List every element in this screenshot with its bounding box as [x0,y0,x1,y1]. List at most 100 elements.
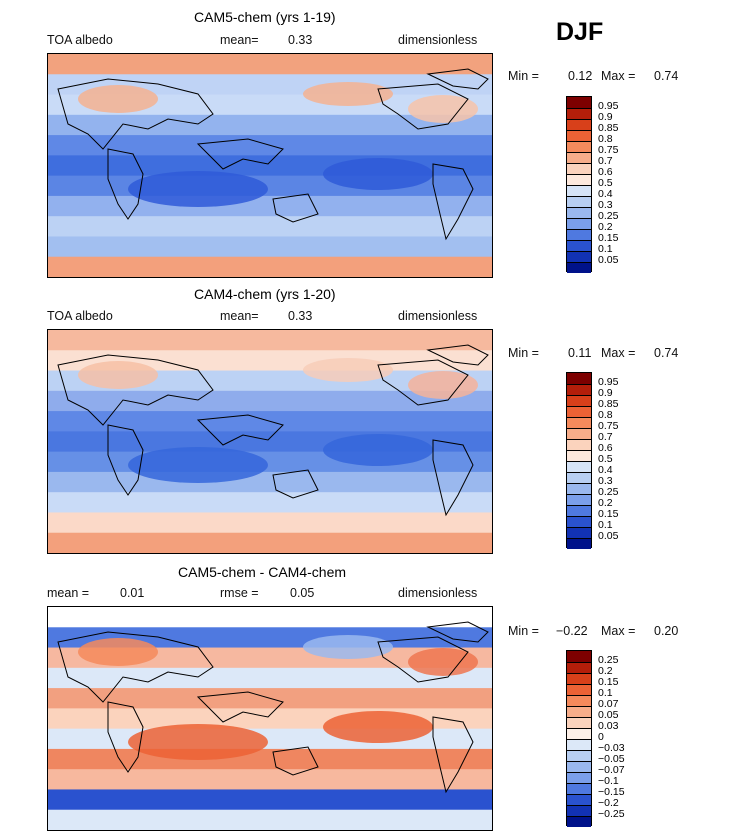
field-band [48,492,492,514]
panel-1-field [48,54,492,277]
field-band [48,607,492,629]
colorbar-swatch [567,483,591,494]
field-feature [408,95,478,123]
colorbar-swatch [567,141,591,152]
coastline [432,163,474,241]
panel-2-title: CAM4-chem (yrs 1-20) [194,286,336,302]
panel-3-max-value: 0.20 [654,624,679,638]
colorbar-tick-label: 0.25 [598,210,619,222]
colorbar-swatch [567,108,591,119]
colorbar-tick-label: 0.4 [598,188,613,200]
colorbar-tick-label: 0.7 [598,431,613,443]
field-feature [78,85,158,113]
colorbar-tick-label: 0.03 [598,720,619,732]
field-feature [128,447,268,483]
field-feature [78,638,158,666]
field-band [48,54,492,76]
coastline [377,636,469,683]
colorbar-tick-label: 0.9 [598,387,613,399]
colorbar-tick-label: −0.03 [598,742,625,754]
colorbar-tick-label: 0.6 [598,442,613,454]
coastline [196,414,284,446]
colorbar-swatch [567,251,591,262]
colorbar-swatch [567,174,591,185]
coastline [107,148,144,220]
field-band [48,471,492,494]
colorbar-tick-label: 0.15 [598,508,619,520]
panel-3-units: dimensionless [398,586,478,600]
field-feature [303,358,393,382]
colorbar-swatch [567,662,591,673]
coastline [57,631,214,703]
colorbar-swatch [567,717,591,728]
panel-3-rmse-label: rmse = [220,586,259,600]
coastline [426,621,489,643]
season-label: DJF [556,18,604,46]
colorbar-swatch [567,739,591,750]
colorbar-swatch [567,185,591,196]
colorbar-swatch [567,395,591,406]
panel-3-mean-label: mean = [47,586,90,600]
colorbar-swatch [567,417,591,428]
panel-3-rmse-value: 0.05 [290,586,315,600]
panel-3-min-label: Min = [508,624,539,638]
colorbar-tick-label: 0.15 [598,676,619,688]
panel-2-mean-label: mean= [220,309,259,323]
coastline [272,746,319,776]
panel-2-field [48,330,492,553]
panel-3-max-label: Max = [601,624,636,638]
field-feature [408,648,478,676]
colorbar-tick-label: 0.07 [598,698,619,710]
panel-2-units: dimensionless [398,309,478,323]
colorbar-tick-label: −0.15 [598,786,625,798]
coastline [196,691,284,723]
panel-1-min-label: Min = [508,69,539,83]
colorbar-swatch [567,384,591,395]
coastline [107,424,144,496]
colorbar-swatch [567,794,591,805]
colorbar-swatch [567,207,591,218]
colorbar-tick-label: −0.05 [598,753,625,765]
colorbar-tick-label: 0.1 [598,519,613,531]
colorbar-swatch [567,439,591,450]
colorbar-tick-label: 0.1 [598,687,613,699]
colorbar-swatch [567,130,591,141]
colorbar-swatch [567,461,591,472]
colorbar-swatch [567,218,591,229]
field-band [48,236,492,258]
panel-3-title: CAM5-chem - CAM4-chem [178,564,347,580]
colorbar-tick-label: 0.75 [598,144,619,156]
colorbar-tick-label: 0.95 [598,100,619,112]
coastline [196,138,284,170]
panel-1-max-value: 0.74 [654,69,679,83]
panel-1-colorbar [566,96,592,273]
colorbar-swatch [567,196,591,207]
panel-3-colorbar [566,650,592,827]
coastline [272,193,319,223]
colorbar-tick-label: 0.85 [598,398,619,410]
coastline [107,701,144,773]
colorbar-tick-label: 0.85 [598,122,619,134]
panel-1-title: CAM5-chem (yrs 1-19) [194,9,336,25]
panel-1-units: dimensionless [398,33,478,47]
panel-3-mean-value: 0.01 [120,586,145,600]
coastline [57,78,214,150]
panel-1-variable-label: TOA albedo [47,33,113,47]
field-band [48,809,492,830]
field-band [48,390,492,413]
colorbar-tick-label: 0.7 [598,155,613,167]
field-feature [303,635,393,659]
colorbar-tick-label: −0.07 [598,764,625,776]
colorbar-swatch [567,527,591,538]
field-band [48,256,492,277]
panel-3-map [47,606,493,831]
field-band [48,195,492,218]
colorbar-swatch [567,472,591,483]
colorbar-swatch [567,494,591,505]
field-band [48,114,492,137]
colorbar-tick-label: 0.3 [598,475,613,487]
field-band [48,216,492,238]
colorbar-swatch [567,728,591,739]
field-feature [323,158,433,190]
coastline [57,354,214,426]
